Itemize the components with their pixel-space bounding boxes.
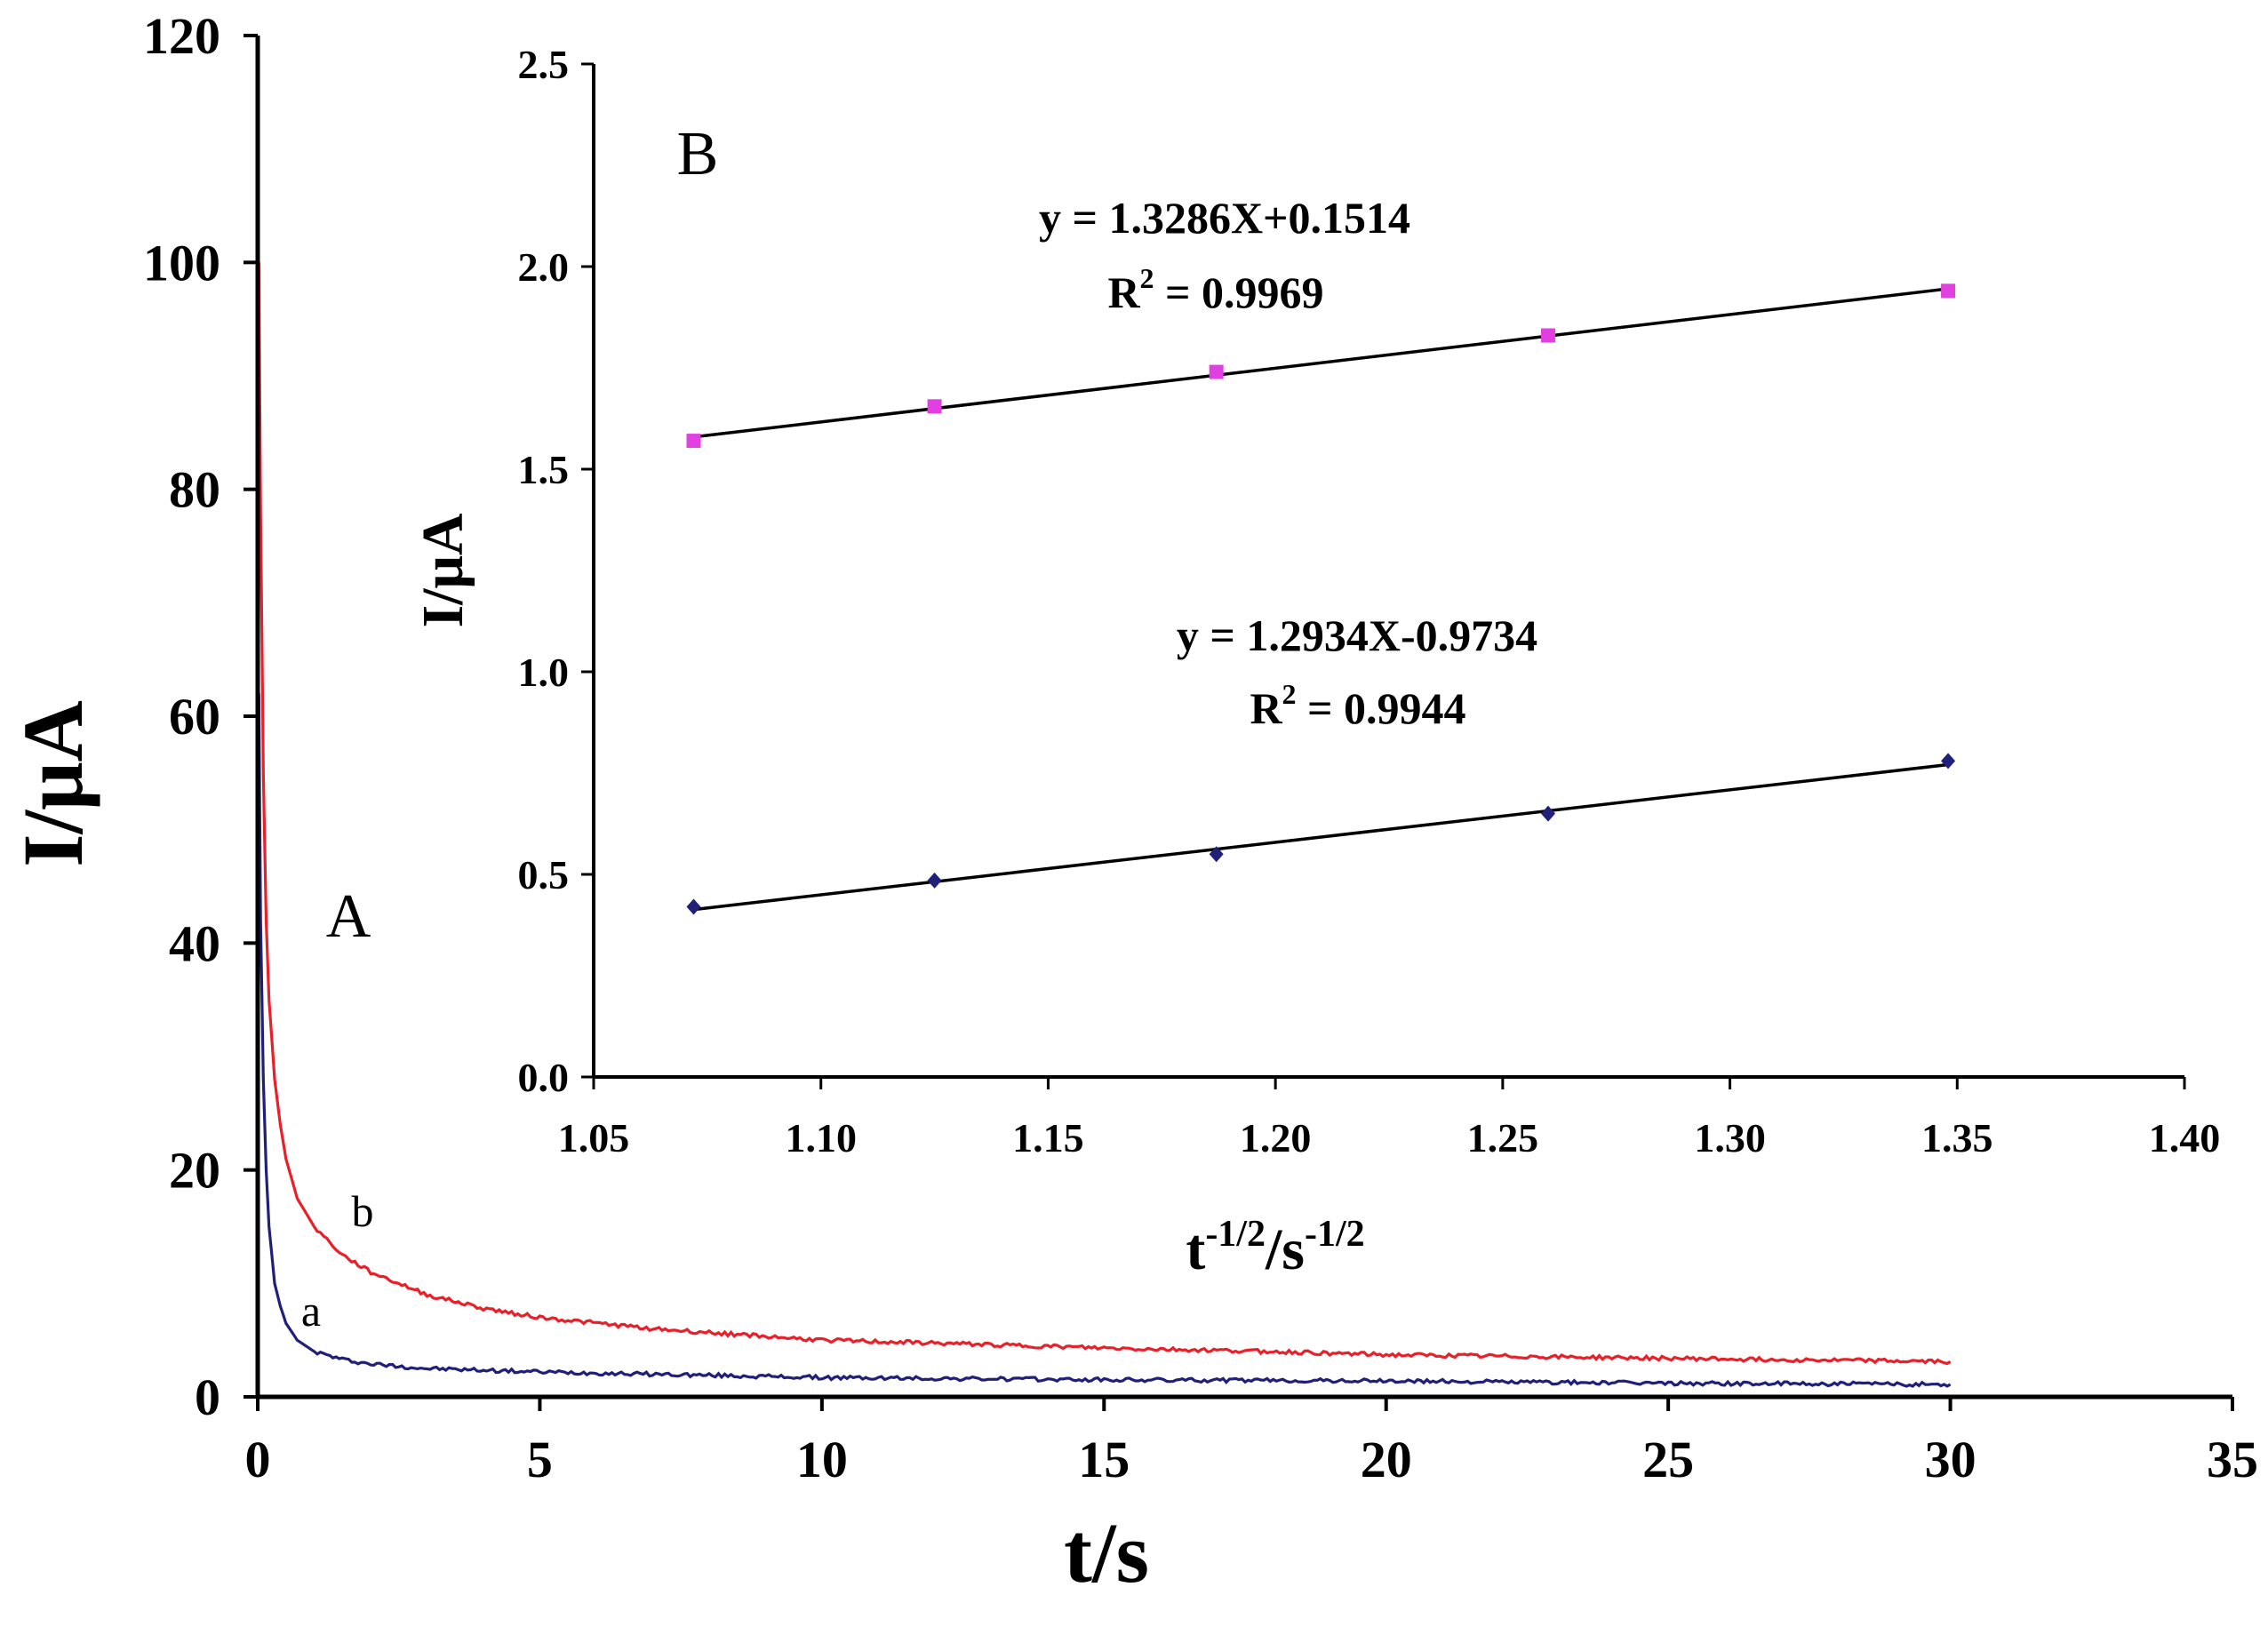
inset-y-tick-label: 1.5 [518,447,570,492]
upper-r2-label: R [1107,267,1140,317]
data-point-diamond [686,898,701,915]
main-x-tick-label: 20 [1361,1431,1412,1488]
curve-label-a: a [301,1286,321,1336]
main-ticks: 0 5 10 15 20 25 30 35 0 20 40 60 80 100 120 [143,7,2258,1488]
panel-label-b: B [677,120,719,188]
inset-y-tick-label: 0.0 [518,1055,570,1100]
data-point-square [1941,283,1956,299]
lower-r2-value: = 0.9944 [1297,683,1466,733]
inset-y-tick-label: 0.5 [518,852,570,897]
inset-x-tick-label: 1.05 [558,1115,630,1160]
fit-line-1 [693,762,1949,912]
lower-r2-sup: 2 [1282,678,1297,710]
inset-x-title-exp1: -1/2 [1205,1214,1266,1255]
main-x-tick-label: 0 [245,1431,271,1488]
inset-y-axis-title: I/μA [411,513,475,627]
upper-fit-r2: R2 = 0.9969 [1107,262,1323,317]
fit-line-0 [693,287,1949,439]
main-y-tick-label: 0 [195,1368,220,1426]
main-x-tick-label: 5 [527,1431,553,1488]
main-series-layer [257,262,1952,1388]
main-y-tick-label: 100 [143,234,220,291]
upper-fit-equation: y = 1.3286X+0.1514 [1039,193,1410,243]
series-line-a [257,693,1952,1388]
panel-label-a: A [326,882,371,951]
inset-x-tick-label: 1.35 [1921,1115,1993,1160]
main-y-tick-label: 40 [169,914,220,972]
main-y-axis-title: I/μA [5,700,100,867]
inset-background [594,64,2184,1077]
inset-ticks: 1.05 1.10 1.15 1.20 1.25 1.30 1.35 1.40 0.0 0.5 1.… [518,42,2221,1160]
inset-x-tick-label: 1.30 [1694,1115,1766,1160]
inset-x-axis-title: t-1/2/s-1/2 [1186,1214,1364,1282]
inset-x-title-mid: /s [1265,1217,1305,1282]
data-point-square [1541,328,1555,343]
lower-fit-equation: y = 1.2934X-0.9734 [1177,610,1537,660]
main-x-tick-label: 30 [1925,1431,1977,1488]
lower-r2-label: R [1250,683,1282,733]
main-y-tick-label: 80 [169,461,220,519]
upper-r2-value: = 0.9969 [1154,267,1324,317]
data-point-square [686,434,701,449]
lower-fit-r2: R2 = 0.9944 [1250,678,1465,733]
data-point-diamond [1209,846,1224,863]
curve-label-b: b [352,1186,374,1236]
inset-x-title-base: t [1186,1217,1205,1282]
inset-y-tick-label: 2.0 [518,244,570,290]
inset-y-tick-label: 2.5 [518,42,570,87]
upper-r2-sup: 2 [1140,262,1154,294]
inset-x-tick-label: 1.10 [785,1115,857,1160]
main-y-tick-label: 20 [169,1142,220,1200]
inset-x-title-exp2: -1/2 [1305,1214,1365,1255]
inset-x-tick-label: 1.40 [2149,1115,2221,1160]
inset-x-tick-label: 1.15 [1012,1115,1084,1160]
series-line-b [257,262,1952,1366]
main-x-tick-label: 15 [1078,1431,1130,1488]
inset-plot: 1.05 1.10 1.15 1.20 1.25 1.30 1.35 1.40 0.0 0.5 1.… [411,42,2220,1282]
main-plot: 0 5 10 15 20 25 30 35 0 20 40 60 80 100 120 I/μA t/s A… [5,7,2258,1600]
data-point-diamond [1541,805,1555,822]
main-y-tick-label: 60 [169,688,220,746]
main-x-tick-label: 35 [2207,1431,2258,1488]
main-x-axis-title: t/s [1064,1505,1149,1600]
main-x-tick-label: 10 [796,1431,848,1488]
inset-x-tick-label: 1.20 [1240,1115,1312,1160]
data-point-diamond [927,872,942,889]
main-x-tick-label: 25 [1642,1431,1694,1488]
inset-y-tick-label: 1.0 [518,650,570,695]
inset-x-tick-label: 1.25 [1467,1115,1539,1160]
data-point-square [927,399,942,414]
data-point-diamond [1941,753,1956,770]
main-y-tick-label: 120 [143,7,220,65]
inset-series-layer [686,283,1956,915]
data-point-square [1209,364,1224,379]
